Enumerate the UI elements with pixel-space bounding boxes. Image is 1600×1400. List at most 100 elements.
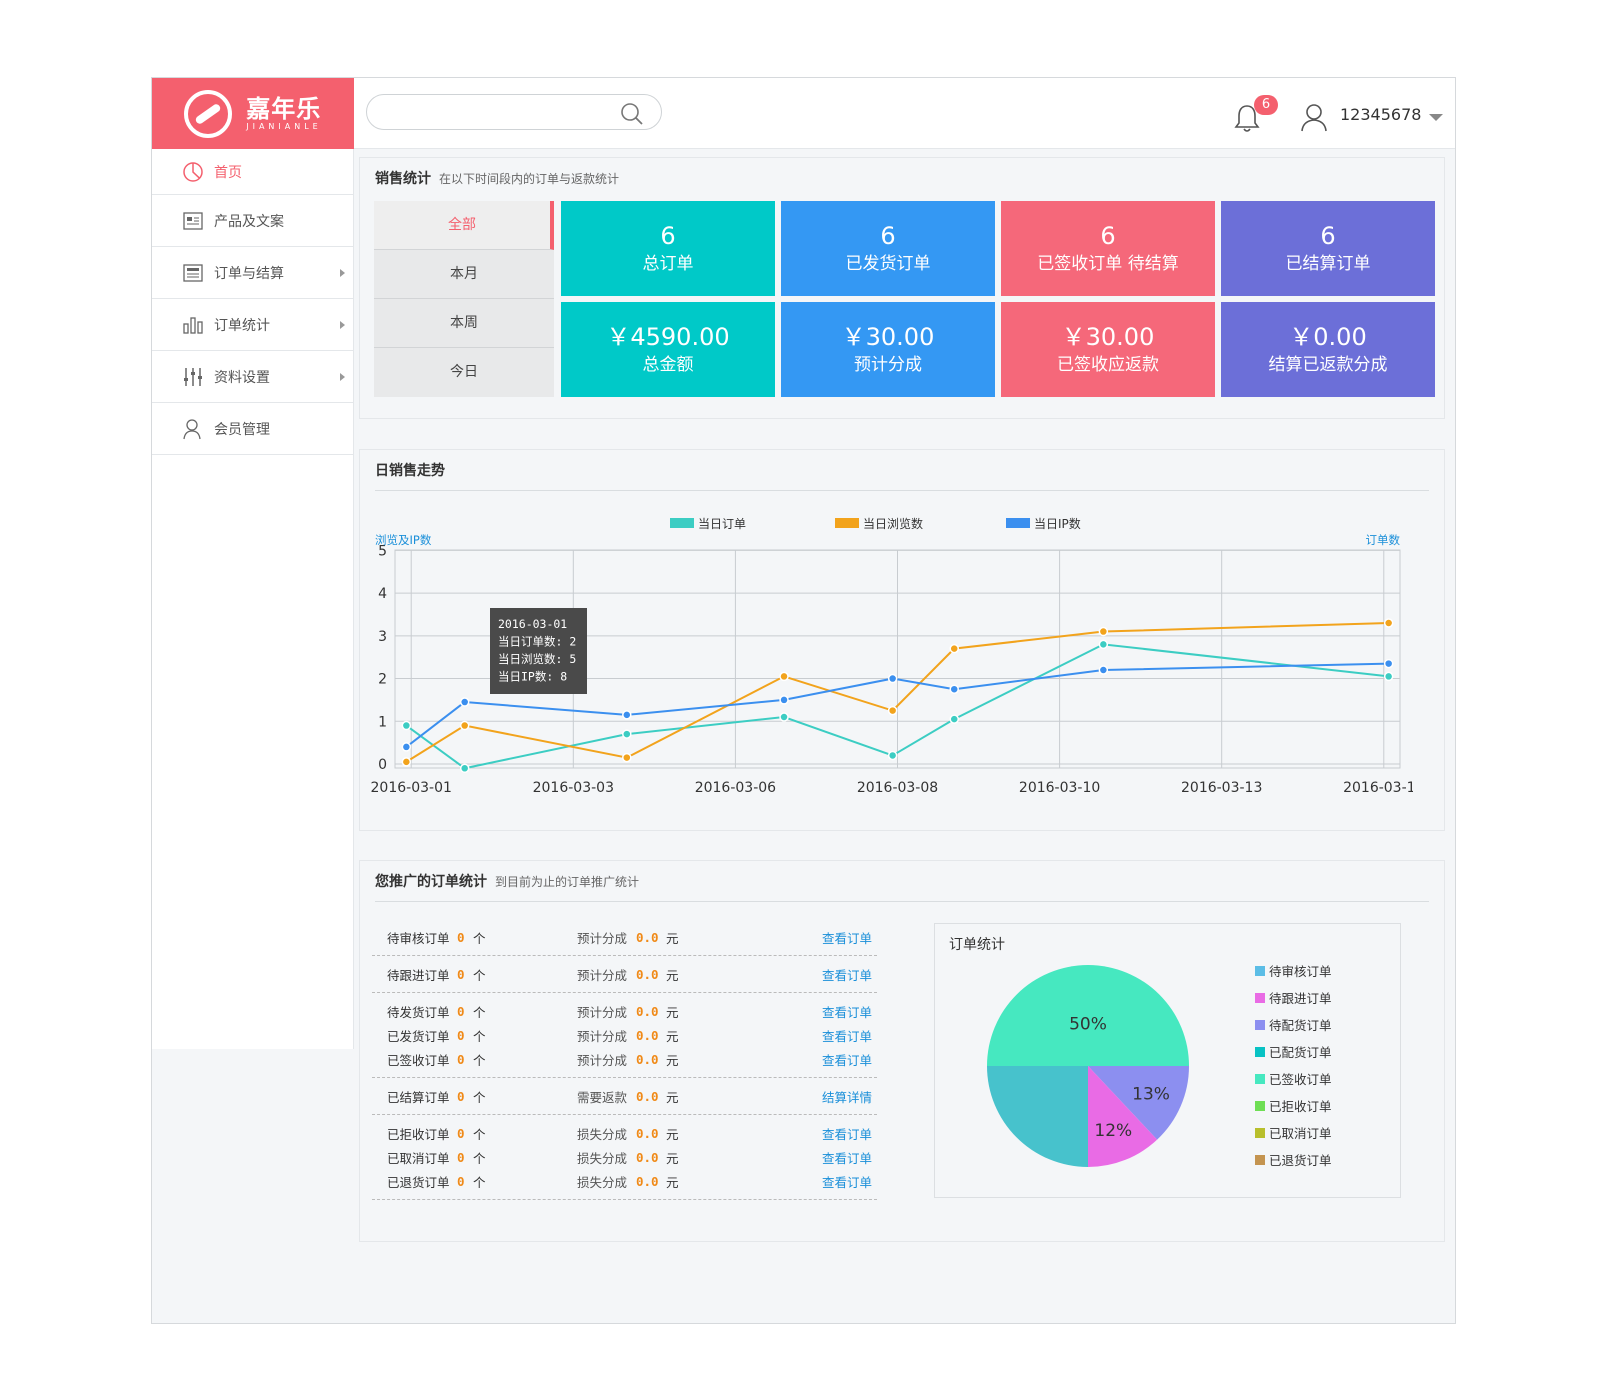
view-orders-link[interactable]: 查看订单 [822,1174,873,1190]
stats-group: 待发货订单 0 个预计分成 0.0 元查看订单 已发货订单 0 个预计分成 0.0 元查看订单 已签… [372,993,877,1078]
view-orders-link[interactable]: 查看订单 [822,967,873,983]
stat-tile[interactable]: ￥30.00 预计分成 [781,302,995,397]
currency-unit: 元 [666,1174,679,1190]
sidebar: 首页 产品及文案 订单与结算 [152,149,354,1049]
stat-tile[interactable]: ￥0.00 结算已返款分成 [1221,302,1435,397]
data-point [887,705,898,716]
sales-stats-panel: 销售统计 在以下时间段内的订单与返款统计 全部 本月 本周 今日 6 总订单 6 已发货… [359,157,1445,419]
view-orders-link[interactable]: 查看订单 [822,930,873,946]
x-tick-label: 2016-03-06 [695,780,776,796]
stat-tile[interactable]: 6 已结算订单 [1221,201,1435,296]
stat-tile[interactable]: 6 总订单 [561,201,775,296]
legend-item[interactable]: 已签收订单 [1255,1065,1332,1092]
tab-today[interactable]: 今日 [450,364,478,380]
count-unit: 个 [473,1089,486,1105]
stat-label: 已签收订单 待结算 [1037,253,1179,274]
pie-slice-label: 12% [1094,1121,1132,1141]
sidebar-item-home[interactable]: 首页 [152,149,353,195]
stat-label: 结算已返款分成 [1268,354,1388,375]
sidebar-item-members[interactable]: 会员管理 [152,403,353,455]
stat-tile[interactable]: ￥4590.00 总金额 [561,302,775,397]
view-orders-link[interactable]: 查看订单 [822,1052,873,1068]
members-icon [183,418,201,439]
tooltip-box [490,608,587,694]
stat-tile[interactable]: 6 已发货订单 [781,201,995,296]
commission-amount: 0.0 [636,1088,659,1104]
sidebar-item-orders[interactable]: 订单与结算 [152,247,353,299]
legend-swatch [1255,1154,1265,1165]
legend-item[interactable]: 已取消订单 [1255,1119,1332,1146]
count-unit: 个 [473,930,486,946]
logo-mark-icon [184,89,233,138]
stats-row: 已拒收订单 0 个 损失分成 0.0 元 查看订单 [372,1121,877,1145]
legend-swatch [835,518,859,528]
data-point [1098,665,1109,675]
view-orders-link[interactable]: 查看订单 [822,1150,873,1166]
stat-value: 6 [1320,221,1336,250]
legend-label: 当日IP数 [1034,516,1081,531]
bell-icon[interactable] [1232,102,1262,134]
chart-tooltip: 2016-03-01 当日订单数: 2 当日浏览数: 5 当日IP数: 8 [490,608,587,694]
tooltip-line: 当日IP数: 8 [498,670,567,684]
pie-slice [987,1066,1088,1167]
order-status-name: 已退货订单 [387,1174,450,1190]
stat-value: ￥4590.00 [606,322,730,351]
y-tick-label: 4 [378,586,387,602]
x-tick-label: 2016-03-03 [533,780,614,796]
chevron-down-icon[interactable] [1429,114,1443,121]
count-unit: 个 [473,1028,486,1044]
legend-label: 已配货订单 [1269,1045,1332,1060]
x-tick-label: 2016-03-15 [1343,780,1413,796]
pie-slice-label: 50% [1069,1015,1107,1035]
view-orders-link[interactable]: 查看订单 [822,1004,873,1020]
legend-item[interactable]: 已拒收订单 [1255,1092,1332,1119]
data-point [887,750,898,761]
data-point [401,757,412,767]
commission-amount: 0.0 [636,1051,659,1067]
x-tick-label: 2016-03-10 [1019,780,1100,796]
promotion-stats-panel: 您推广的订单统计 到目前为止的订单推广统计 待审核订单 0 个预计分成 0.0 元查看订单… [359,860,1445,1242]
stat-tile[interactable]: ￥30.00 已签收应返款 [1001,302,1215,397]
data-point [887,673,898,684]
commission-label: 预计分成 [577,1004,628,1020]
legend-item[interactable]: 待审核订单 [1255,957,1332,984]
legend-item[interactable]: 已配货订单 [1255,1038,1332,1065]
tab-all[interactable]: 全部 [374,201,554,250]
pie-slice [1088,1066,1189,1140]
legend-item[interactable]: 待配货订单 [1255,1011,1332,1038]
order-count: 0 [457,1125,465,1141]
data-point [1098,639,1109,650]
legend-swatch [1255,1019,1265,1030]
user-icon[interactable] [1300,102,1328,132]
tooltip-line: 2016-03-01 [498,617,567,631]
panel-title: 日销售走势 [375,463,445,479]
legend-item[interactable]: 已退货订单 [1255,1146,1332,1173]
sidebar-item-products[interactable]: 产品及文案 [152,195,353,247]
username[interactable]: 12345678 [1340,105,1422,124]
order-count: 0 [457,966,465,982]
sidebar-item-settings[interactable]: 资料设置 [152,351,353,403]
legend-swatch [1255,965,1265,976]
commission-label: 损失分成 [577,1150,628,1166]
tooltip-line: 当日订单数: 2 [498,635,576,649]
view-orders-link[interactable]: 查看订单 [822,1126,873,1142]
data-point [459,763,470,774]
view-orders-link[interactable]: 查看订单 [822,1028,873,1044]
order-count: 0 [457,1027,465,1043]
view-orders-link[interactable]: 结算详情 [822,1089,873,1105]
search-icon[interactable] [619,101,645,127]
tooltip-line: 当日浏览数: 5 [498,652,576,666]
stat-value: 6 [660,221,676,250]
legend-swatch [1255,992,1265,1003]
search-input[interactable] [381,95,611,129]
tab-month[interactable]: 本月 [374,250,554,299]
stat-tile[interactable]: 6 已签收订单 待结算 [1001,201,1215,296]
sidebar-item-order-stats[interactable]: 订单统计 [152,299,353,351]
legend-item[interactable]: 待跟进订单 [1255,984,1332,1011]
legend-swatch [1006,518,1030,528]
stat-label: 已签收应返款 [1057,354,1159,375]
tab-week[interactable]: 本周 [374,299,554,348]
y-tick-label: 2 [378,672,387,688]
commission-label: 预计分成 [577,930,628,946]
brand-logo[interactable]: 嘉年乐 JIANIANLE [152,78,354,149]
